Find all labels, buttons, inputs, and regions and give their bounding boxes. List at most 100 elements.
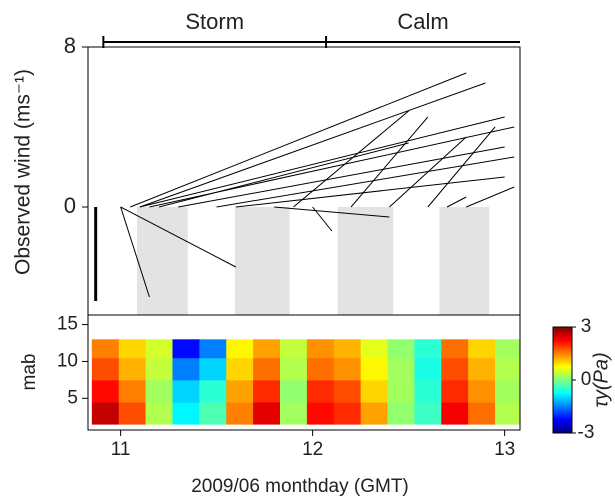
heatmap-cell xyxy=(253,339,281,359)
colorbar-segment xyxy=(553,351,572,354)
colorbar-tick-label: -3 xyxy=(578,422,595,443)
gray-band xyxy=(439,207,490,315)
colorbar-segment xyxy=(553,417,572,420)
colorbar-segment xyxy=(553,410,572,413)
heatmap-cell xyxy=(414,379,442,403)
colorbar-segment xyxy=(553,339,572,342)
heatmap-cell xyxy=(280,379,308,403)
heatmap-cell xyxy=(280,357,308,381)
colorbar-segment xyxy=(553,367,572,370)
heatmap-cell xyxy=(145,379,173,403)
heatmap-cell xyxy=(172,357,200,381)
heatmap-cell xyxy=(306,357,335,381)
heatmap-cell xyxy=(387,379,415,403)
heatmap-cell xyxy=(226,357,254,381)
heatmap-cell xyxy=(414,357,442,381)
colorbar-segment xyxy=(553,341,572,344)
colorbar-segment xyxy=(553,399,572,402)
colorbar-segment xyxy=(553,415,572,418)
wind-stick xyxy=(389,136,467,208)
heatmap-cell xyxy=(199,339,227,359)
colorbar-segment xyxy=(553,365,572,369)
colorbar-segment xyxy=(553,392,572,395)
colorbar-segment xyxy=(553,431,572,434)
colorbar-segment xyxy=(553,371,572,374)
colorbar-tick-label: 0 xyxy=(581,369,592,390)
heatmap-cell xyxy=(145,339,173,359)
gray-band xyxy=(136,207,188,315)
heatmap-cell xyxy=(441,339,469,359)
heatmap-cell xyxy=(91,357,120,381)
heatmap-cell xyxy=(468,357,496,381)
colorbar-segment xyxy=(553,378,572,381)
colorbar-segment xyxy=(553,402,572,406)
heatmap-cell xyxy=(226,401,254,425)
y-tick-label: 5 xyxy=(67,387,78,408)
colorbar-segment xyxy=(553,387,572,390)
colorbar-segment xyxy=(553,369,572,372)
y-tick-label: 10 xyxy=(57,350,78,371)
heatmap-cell xyxy=(199,379,227,403)
colorbar-segment xyxy=(553,395,572,399)
heatmap-cell xyxy=(387,339,415,359)
wind-stick xyxy=(158,142,409,208)
wind-stick xyxy=(446,196,467,208)
colorbar-segment xyxy=(553,380,572,383)
wind-stick xyxy=(139,116,505,208)
colorbar-segment xyxy=(553,404,572,407)
wind-stick xyxy=(350,116,429,208)
heatmap-cell xyxy=(468,379,496,403)
colorbar-segment xyxy=(553,332,572,335)
plot-frame xyxy=(87,314,521,431)
colorbar-segment xyxy=(553,344,572,347)
colorbar-segment xyxy=(553,342,572,346)
heatmap-cell xyxy=(118,357,147,381)
heatmap-cell xyxy=(360,401,389,425)
heatmap-cell xyxy=(387,357,415,381)
wind-stick xyxy=(274,206,390,218)
period-label: Calm xyxy=(397,9,448,34)
heatmap-cell xyxy=(172,339,200,359)
heatmap-cell xyxy=(495,357,521,381)
colorbar-segment xyxy=(553,334,572,337)
colorbar-title: τy(Pa) xyxy=(590,352,612,407)
heatmap-cell xyxy=(495,379,521,403)
colorbar-segment xyxy=(553,406,572,409)
y-tick-label: 15 xyxy=(57,314,78,335)
colorbar-segment xyxy=(553,355,572,358)
heatmap-cell xyxy=(333,379,362,403)
heatmap-cell xyxy=(226,379,254,403)
colorbar-segment xyxy=(553,427,572,430)
heatmap-cell xyxy=(387,401,415,425)
heatmap-cell xyxy=(360,357,389,381)
heatmap-cell xyxy=(91,379,120,403)
x-axis-title: 2009/06 monthday (GMT) xyxy=(191,476,409,497)
heatmap-cell xyxy=(495,401,521,425)
wind-stick xyxy=(139,82,486,208)
heatmap-cell xyxy=(414,339,442,359)
wind-stick xyxy=(466,186,515,208)
colorbar-segment xyxy=(553,401,572,404)
gray-band xyxy=(234,207,290,315)
wind-stick xyxy=(216,156,515,208)
colorbar-segment xyxy=(553,360,572,363)
heatmap-cell xyxy=(306,401,335,425)
heatmap-cell xyxy=(441,379,469,403)
colorbar-segment xyxy=(553,376,572,379)
colorbar-segment xyxy=(553,425,572,429)
period-label: Storm xyxy=(185,9,244,34)
colorbar-segment xyxy=(553,418,572,422)
wind-stick xyxy=(120,206,150,298)
heatmap-cell xyxy=(306,379,335,403)
heatmap-cell xyxy=(360,379,389,403)
heatmap-cell xyxy=(414,401,442,425)
colorbar-segment xyxy=(553,381,572,385)
colorbar-segment xyxy=(553,357,572,360)
wind-stick xyxy=(293,110,409,208)
colorbar-segment xyxy=(553,424,572,427)
colorbar-segment xyxy=(553,364,572,367)
colorbar-segment xyxy=(553,330,572,333)
heatmap-cell xyxy=(253,379,281,403)
heatmap-cell xyxy=(118,339,147,359)
